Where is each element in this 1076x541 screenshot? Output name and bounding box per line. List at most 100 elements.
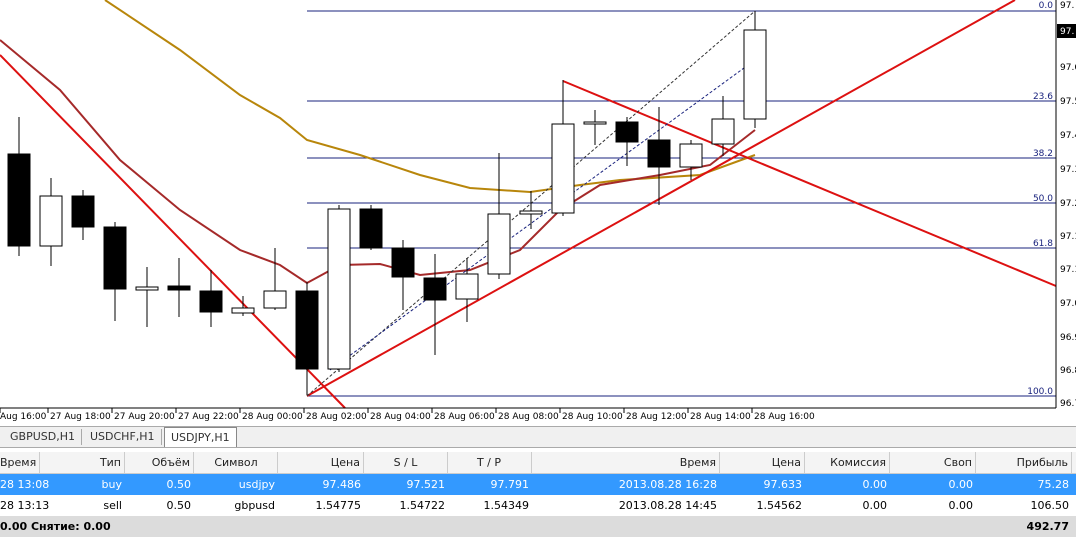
table-row[interactable]: 28 13:08 buy 0.50 usdjpy 97.486 97.521 97.791 2… — [0, 474, 1076, 495]
time-label: 28 Aug 12:00 — [626, 412, 687, 422]
time-label: 28 Aug 02:00 — [306, 412, 367, 422]
candle-body — [711, 118, 735, 145]
total-cell: 0.00 Снятие: 0.00 — [0, 520, 111, 533]
cell: 97.521 — [406, 478, 446, 491]
time-label: 28 Aug 06:00 — [434, 412, 495, 422]
candle-body — [327, 208, 351, 370]
cell: 0.00 — [948, 478, 974, 491]
time-label: Aug 16:00 — [0, 412, 47, 422]
tab[interactable]: GBPUSD,H1 — [4, 429, 82, 445]
cell: 0.50 — [166, 499, 192, 512]
time-label: 28 Aug 08:00 — [498, 412, 559, 422]
price-marker — [1057, 24, 1076, 38]
candle-body — [135, 286, 159, 291]
fib-label: 23.6 — [1033, 92, 1053, 102]
fib-label: 100.0 — [1027, 387, 1053, 397]
header-cell: Комиссия — [808, 452, 890, 473]
cell: 0.50 — [166, 478, 192, 491]
indicators — [0, 0, 1057, 409]
header-cell: Время — [0, 452, 40, 473]
time-label: 27 Aug 22:00 — [178, 412, 239, 422]
time-label: 27 Aug 18:00 — [50, 412, 111, 422]
price-label: 97. — [1060, 1, 1074, 11]
fib-label: 0.0 — [1039, 1, 1054, 11]
cell: 2013.08.28 16:28 — [618, 478, 717, 491]
candle-body — [551, 123, 575, 214]
cell: buy — [101, 478, 122, 491]
header-cell: Объём — [130, 452, 194, 473]
time-label: 28 Aug 00:00 — [242, 412, 303, 422]
header-cell: Тип — [45, 452, 125, 473]
header-cell: Символ — [198, 452, 278, 473]
tab-bar: GBPUSD,H1 USDCHF,H1 USDJPY,H1 — [0, 426, 1076, 448]
time-label: 28 Aug 10:00 — [562, 412, 623, 422]
candle-body — [231, 307, 255, 314]
fib-label: 50.0 — [1033, 194, 1053, 204]
candle-body — [359, 208, 383, 249]
price-label: 97.0 — [1060, 299, 1076, 309]
candle-body — [103, 226, 127, 290]
header-cell: S / L — [367, 452, 448, 473]
candle-body — [455, 273, 479, 300]
candle-body — [679, 143, 703, 168]
cell: sell — [103, 499, 122, 512]
chart: 97. 97. 97.6 97.5 97.4 97.3 97.2 97.1 97.1 97.0 96… — [0, 0, 1076, 422]
candle-body — [167, 285, 191, 291]
cell: 1.54722 — [399, 499, 446, 512]
price-label: 97.2 — [1060, 199, 1076, 209]
cell: 106.50 — [1030, 499, 1070, 512]
candle-body — [295, 290, 319, 370]
cell: 0.00 — [862, 478, 888, 491]
candle-body — [647, 139, 671, 168]
cell: 0.00 — [862, 499, 888, 512]
cell: 0.00 — [948, 499, 974, 512]
cell: usdjpy — [238, 478, 275, 491]
total-row: 0.00 Снятие: 0.00 492.77 — [0, 516, 1076, 537]
header-cell: Время — [535, 452, 720, 473]
candle-body — [583, 121, 607, 125]
candle-body — [487, 213, 511, 275]
cell: 28 13:08 — [0, 478, 50, 491]
cell: gbpusd — [234, 499, 275, 512]
price-label: 97.1 — [1060, 265, 1076, 275]
time-label: 28 Aug 14:00 — [690, 412, 751, 422]
candle-body — [199, 290, 223, 313]
price-label: 96.7 — [1060, 399, 1076, 409]
cell: 2013.08.28 14:45 — [618, 499, 717, 512]
cell: 97.486 — [322, 478, 362, 491]
header-cell: Прибыль — [980, 452, 1072, 473]
fib-label: 61.8 — [1033, 239, 1053, 249]
price-label: 97.1 — [1060, 232, 1076, 242]
price-label: 97.3 — [1060, 165, 1076, 175]
candle-body — [615, 121, 639, 143]
candle-body — [519, 210, 543, 215]
cell: 1.54562 — [756, 499, 803, 512]
candle-body — [391, 247, 415, 278]
candle-body — [423, 277, 447, 301]
candles — [7, 11, 767, 395]
candle-body — [743, 29, 767, 120]
cell: 1.54775 — [315, 499, 362, 512]
tab[interactable]: USDJPY,H1 — [164, 427, 237, 447]
candle-body — [263, 290, 287, 309]
header-cell: Своп — [894, 452, 976, 473]
total-cell: 492.77 — [1026, 520, 1069, 533]
cell: 1.54349 — [483, 499, 530, 512]
cell: 97.633 — [763, 478, 803, 491]
cell: 28 13:13 — [0, 499, 50, 512]
header-cell: T / P — [450, 452, 532, 473]
price-label: 97.6 — [1060, 63, 1076, 73]
candle-body — [71, 195, 95, 228]
time-label: 27 Aug 20:00 — [114, 412, 175, 422]
time-label: 28 Aug 16:00 — [754, 412, 815, 422]
fib-lines — [307, 10, 1056, 397]
price-label: 97.5 — [1060, 97, 1076, 107]
tab[interactable]: USDCHF,H1 — [84, 429, 162, 445]
table-row[interactable]: 28 13:13 sell 0.50 gbpusd 1.54775 1.54722 1.54… — [0, 495, 1076, 517]
price-label: 96.8 — [1060, 366, 1076, 376]
candle-body — [39, 195, 63, 247]
price-label: 96.9 — [1060, 333, 1076, 343]
candle-body — [7, 153, 31, 247]
